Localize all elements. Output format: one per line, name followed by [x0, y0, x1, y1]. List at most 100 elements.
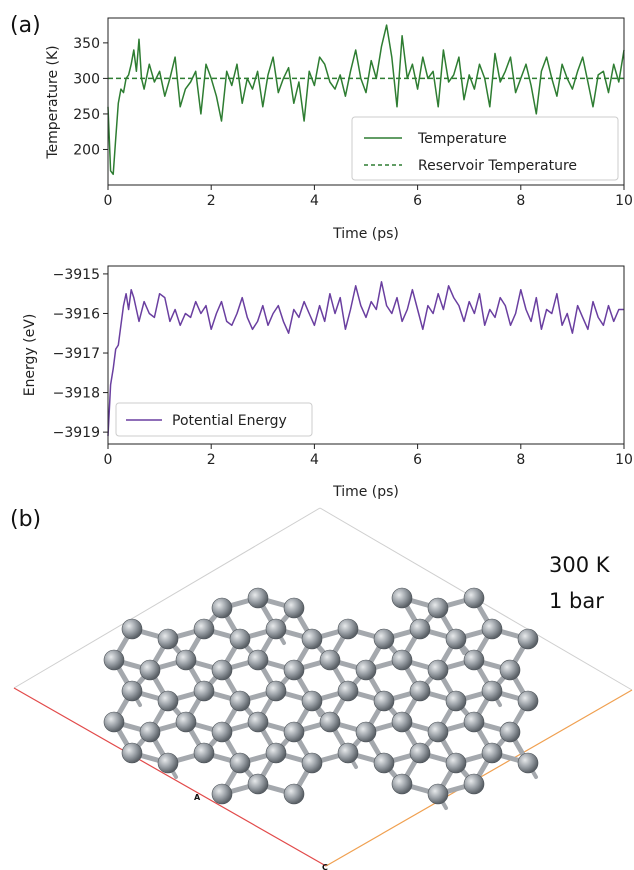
carbon-atom [373, 690, 395, 712]
energy-x-axis-title: Time (ps) [332, 484, 399, 500]
panel-label-b: (b) [10, 507, 41, 532]
energy-y-tick-label: −3915 [53, 267, 100, 283]
carbon-atom [391, 711, 413, 733]
carbon-atom [139, 659, 161, 681]
carbon-atom [463, 649, 485, 671]
temperature-y-tick-label: 350 [73, 36, 100, 52]
carbon-atom [427, 659, 449, 681]
carbon-atom [211, 597, 233, 619]
temperature-y-tick-label: 250 [73, 107, 100, 123]
carbon-atom [355, 659, 377, 681]
carbon-atom [463, 711, 485, 733]
carbon-atom [229, 690, 251, 712]
carbon-atom [463, 773, 485, 795]
carbon-atom [283, 597, 305, 619]
carbon-atom [445, 628, 467, 650]
energy-x-tick-label: 2 [207, 452, 216, 468]
temperature-x-tick-label: 8 [516, 193, 525, 209]
carbon-atom [139, 721, 161, 743]
energy-y-tick-label: −3919 [53, 425, 100, 441]
temperature-x-tick-label: 2 [207, 193, 216, 209]
pressure-condition: 1 bar [549, 589, 604, 613]
energy-x-tick-label: 6 [413, 452, 422, 468]
carbon-atom [337, 618, 359, 640]
carbon-atom [193, 742, 215, 764]
carbon-atom [229, 628, 251, 650]
carbon-atom [391, 587, 413, 609]
carbon-atom [175, 649, 197, 671]
carbon-atom [319, 649, 341, 671]
carbon-atom [409, 742, 431, 764]
lattice-label-c: C [322, 863, 328, 870]
carbon-atom [409, 618, 431, 640]
carbon-atom [445, 752, 467, 774]
carbon-atom [229, 752, 251, 774]
carbon-atom [283, 783, 305, 805]
carbon-atom [301, 628, 323, 650]
temperature-chart: 0 2 4 6 8 10 200 250 300 350 Time (ps) Temperatu… [45, 17, 633, 242]
temperature-y-axis-title: Temperature (K) [45, 45, 61, 159]
energy-x-tick-label: 4 [310, 452, 319, 468]
atom-group [103, 587, 539, 805]
energy-plot-frame [107, 265, 625, 445]
temperature-x-tick-label: 10 [615, 193, 633, 209]
carbon-atom [157, 752, 179, 774]
energy-legend-box [115, 402, 313, 437]
carbon-atom [247, 773, 269, 795]
temperature-condition: 300 K [549, 553, 611, 577]
carbon-atom [301, 690, 323, 712]
carbon-atom [337, 742, 359, 764]
carbon-atom [265, 680, 287, 702]
carbon-atom [283, 721, 305, 743]
temperature-legend: Temperature Reservoir Temperature [351, 116, 619, 181]
energy-y-axis-title: Energy (eV) [22, 314, 38, 397]
carbon-atom [499, 721, 521, 743]
temperature-x-tick-label: 6 [413, 193, 422, 209]
carbon-atom [283, 659, 305, 681]
carbon-atom [265, 618, 287, 640]
carbon-atom [157, 628, 179, 650]
carbon-atom [499, 659, 521, 681]
reservoir-legend-label: Reservoir Temperature [418, 158, 577, 174]
energy-x-tick-label: 0 [104, 452, 113, 468]
carbon-atom [517, 690, 539, 712]
carbon-atom [103, 711, 125, 733]
energy-legend-label: Potential Energy [172, 413, 287, 429]
carbon-atom [517, 628, 539, 650]
energy-y-tick-label: −3916 [53, 306, 100, 322]
carbon-atom [373, 628, 395, 650]
carbon-atom [481, 618, 503, 640]
carbon-atom [427, 721, 449, 743]
carbon-atom [121, 742, 143, 764]
carbon-atom [211, 659, 233, 681]
carbon-atom [121, 618, 143, 640]
carbon-atom [481, 680, 503, 702]
carbon-atom [247, 649, 269, 671]
energy-y-tick-label: −3917 [53, 346, 100, 362]
lattice-cell: A B C [13, 507, 633, 870]
lattice-edge-a [13, 687, 327, 867]
lattice-label-a: A [194, 793, 201, 802]
carbon-atom [247, 711, 269, 733]
carbon-atom [427, 597, 449, 619]
temperature-y-tick-label: 300 [73, 71, 100, 87]
carbon-atom [391, 649, 413, 671]
carbon-atom [391, 773, 413, 795]
carbon-atom [355, 721, 377, 743]
energy-y-tick-label: −3918 [53, 386, 100, 402]
carbon-atom [211, 783, 233, 805]
temperature-plot-frame [107, 17, 625, 186]
carbon-atom [463, 587, 485, 609]
energy-x-tick-label: 10 [615, 452, 633, 468]
temperature-x-axis-title: Time (ps) [332, 226, 399, 242]
carbon-atom [337, 680, 359, 702]
carbon-atom [121, 680, 143, 702]
carbon-atom [175, 711, 197, 733]
temperature-legend-label: Temperature [417, 131, 507, 147]
energy-series-potential-energy [107, 281, 624, 437]
panel-label-a: (a) [10, 13, 41, 38]
carbon-atom [373, 752, 395, 774]
energy-legend: Potential Energy [115, 402, 313, 437]
carbon-structure [103, 587, 539, 810]
